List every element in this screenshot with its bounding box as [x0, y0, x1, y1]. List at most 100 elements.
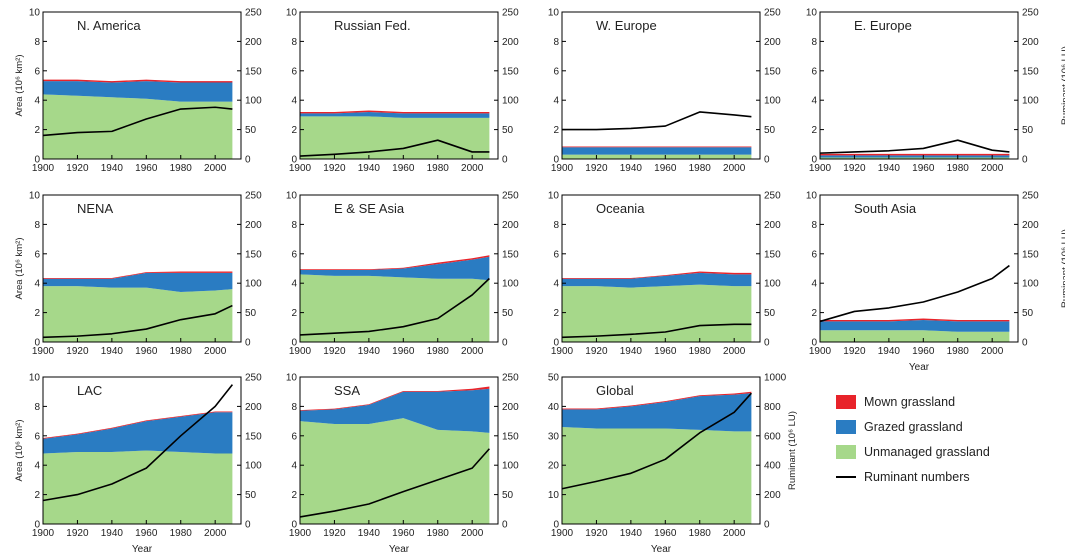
x-tick-label: 1940: [620, 528, 643, 539]
area-unmanaged-grassland: [562, 154, 752, 159]
area-grazed-grassland: [300, 256, 490, 281]
x-tick-label: 1920: [66, 528, 89, 539]
panel-frame: [819, 194, 1019, 343]
y-axis-label: Area (10⁶ km²): [14, 238, 25, 300]
y-right-tick-label: 200: [1022, 220, 1039, 231]
y-right-tick-label: 200: [245, 402, 262, 413]
x-tick-label: 1940: [101, 346, 124, 357]
y-right-tick-label: 0: [764, 520, 770, 531]
y-axis-label: Area (10⁶ km²): [14, 420, 25, 482]
line-ruminant-numbers: [299, 139, 490, 157]
area-grazed-grassland: [820, 155, 1010, 158]
area-mown-grassland: [43, 411, 233, 439]
y-right-tick-label: 0: [1022, 338, 1028, 349]
y-right-tick-label: 100: [502, 96, 519, 107]
y-right-tick-label: 0: [245, 338, 251, 349]
x-axis-label: Year: [909, 362, 930, 373]
y-tick-label: 0: [34, 338, 40, 349]
area-unmanaged-grassland: [300, 418, 490, 524]
x-tick-label: 1900: [289, 528, 312, 539]
legend-item-ruminant-numbers: Ruminant numbers: [836, 470, 970, 484]
y-tick-label: 2: [553, 125, 559, 136]
x-tick-label: 1980: [689, 163, 712, 174]
x-tick-label: 1960: [135, 163, 158, 174]
y-tick-label: 0: [811, 338, 817, 349]
panel-oceania: 1900 1920 1940 1960 1980 20000246810050100150…: [548, 191, 781, 358]
y-right-tick-label: 150: [245, 249, 262, 260]
x-tick-label: 2000: [461, 346, 484, 357]
y-right-tick-label: 50: [245, 490, 257, 501]
panel-frame: [299, 11, 499, 160]
y-tick-label: 8: [291, 37, 297, 48]
panel-frame: [561, 376, 761, 525]
y-tick-label: 8: [553, 37, 559, 48]
y-right-tick-label: 0: [245, 520, 251, 531]
y-tick-label: 2: [811, 125, 817, 136]
y-tick-label: 2: [291, 490, 297, 501]
y-right-tick-label: 250: [502, 8, 519, 19]
line-ruminant-numbers: [42, 106, 233, 137]
x-tick-label: 1980: [427, 528, 450, 539]
y-right-tick-label: 100: [502, 279, 519, 290]
x-tick-label: 2000: [723, 346, 746, 357]
y-tick-label: 10: [29, 191, 41, 202]
y-tick-label: 0: [811, 155, 817, 166]
y-tick-label: 4: [553, 279, 559, 290]
panel-title: South Asia: [854, 201, 917, 216]
y-right-tick-label: 0: [245, 155, 251, 166]
x-tick-label: 1980: [947, 346, 970, 357]
y-right-tick-label: 50: [1022, 125, 1034, 136]
y-right-tick-label: 50: [764, 308, 776, 319]
y-tick-label: 6: [553, 66, 559, 77]
y-tick-label: 10: [29, 8, 41, 19]
y-right-tick-label: 250: [1022, 8, 1039, 19]
y-right-tick-label: 250: [245, 191, 262, 202]
panel-n-america: 1900 1920 1940 1960 1980 20000246810050100150…: [14, 8, 262, 175]
x-tick-label: 1900: [289, 163, 312, 174]
x-tick-label: 1940: [620, 346, 643, 357]
y-right-tick-label: 0: [502, 338, 508, 349]
area-mown-grassland: [300, 110, 490, 114]
panel-global: 1900 1920 1940 1960 1980 2000 0 10 20 30 40 50 0 200 4…: [548, 373, 798, 556]
panel-frame: [299, 194, 499, 343]
x-tick-label: 1940: [358, 346, 381, 357]
panel-frame: [561, 11, 761, 160]
y-tick-label: 8: [553, 220, 559, 231]
x-tick-label: 2000: [204, 528, 227, 539]
panel-w-europe: 1900 1920 1940 1960 1980 20000246810050100150…: [548, 8, 781, 175]
y-tick-label: 8: [34, 402, 40, 413]
y-tick-label: 6: [34, 249, 40, 260]
y-right-tick-label: 150: [1022, 249, 1039, 260]
line-ruminant-numbers: [819, 139, 1010, 154]
y-right-tick-label: 150: [245, 66, 262, 77]
area-grazed-grassland: [562, 147, 752, 155]
panel-title: SSA: [334, 383, 360, 398]
x-tick-label: 1900: [551, 163, 574, 174]
y-right-tick-label: 0: [502, 155, 508, 166]
y-right-tick-label: 100: [1022, 96, 1039, 107]
y-tick-label: 8: [291, 220, 297, 231]
x-tick-label: 1960: [135, 346, 158, 357]
area-mown-grassland: [820, 153, 1010, 156]
y-right-tick-label: 50: [1022, 308, 1034, 319]
chart-panels: 1900 1920 1940 1960 1980 20000246810050100150…: [14, 8, 1065, 556]
x-tick-label: 1960: [392, 163, 415, 174]
panel-title: N. America: [77, 18, 141, 33]
x-tick-label: 2000: [204, 163, 227, 174]
y-right-axis-label: Ruminant (10⁶ LU): [787, 411, 798, 490]
y-tick-label: 2: [34, 490, 40, 501]
x-tick-label: 1920: [585, 346, 608, 357]
x-tick-label: 1960: [654, 528, 677, 539]
line-ruminant-numbers: [299, 448, 490, 518]
y-tick-label: 10: [548, 490, 560, 501]
y-tick-label: 2: [811, 308, 817, 319]
y-right-tick-label: 150: [502, 249, 519, 260]
x-tick-label: 1920: [66, 163, 89, 174]
legend-label: Unmanaged grassland: [864, 445, 990, 459]
y-tick-label: 20: [548, 461, 560, 472]
area-grazed-grassland: [562, 272, 752, 288]
y-right-tick-label: 150: [502, 66, 519, 77]
x-tick-label: 1960: [654, 163, 677, 174]
y-tick-label: 4: [34, 461, 40, 472]
